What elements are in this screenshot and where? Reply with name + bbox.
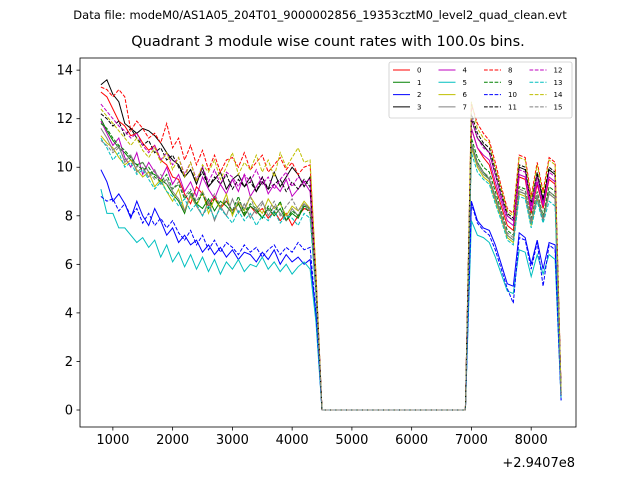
x-tick-label: 3000 — [216, 433, 249, 448]
legend-label-10: 10 — [508, 91, 517, 99]
x-tick-label: 6000 — [395, 433, 428, 448]
series-line-10 — [100, 196, 562, 411]
series-line-5 — [100, 188, 562, 411]
legend-label-3: 3 — [417, 103, 421, 111]
y-tick-label: 0 — [65, 404, 73, 419]
legend-label-15: 15 — [554, 103, 563, 111]
series-line-11 — [100, 113, 562, 411]
series-line-9 — [100, 123, 562, 411]
series-line-15 — [100, 140, 562, 411]
y-tick-label: 2 — [65, 355, 73, 370]
x-axis-ticks: 1000 2000 3000 4000 5000 6000 7000 8000 — [96, 427, 548, 448]
x-tick-label: 5000 — [335, 433, 368, 448]
legend-label-2: 2 — [417, 91, 421, 99]
figure-suptitle: Data file: modeM0/AS1A05_204T01_90000028… — [73, 8, 567, 22]
axes-frame — [79, 57, 577, 428]
axes-border — [79, 57, 577, 428]
y-tick-label: 10 — [56, 161, 73, 176]
x-tick-label: 2000 — [156, 433, 189, 448]
y-tick-label: 8 — [65, 209, 73, 224]
series-line-0 — [100, 91, 562, 411]
x-tick-label: 7000 — [455, 433, 488, 448]
legend-label-12: 12 — [554, 67, 563, 75]
legend-label-11: 11 — [508, 103, 517, 111]
legend-label-8: 8 — [508, 67, 512, 75]
x-axis-offset-label: +2.9407e8 — [502, 456, 575, 471]
legend-label-1: 1 — [417, 79, 421, 87]
legend-label-9: 9 — [508, 79, 512, 87]
y-tick-label: 12 — [56, 112, 73, 127]
y-tick-label: 4 — [65, 306, 73, 321]
series-line-13 — [100, 137, 562, 411]
series-line-3 — [100, 78, 562, 411]
x-tick-label: 8000 — [515, 433, 548, 448]
chart-title: Quadrant 3 module wise count rates with … — [131, 34, 525, 50]
legend-label-4: 4 — [463, 67, 468, 75]
series-line-2 — [100, 169, 562, 411]
legend-label-6: 6 — [463, 91, 468, 99]
x-tick-label: 4000 — [276, 433, 309, 448]
y-tick-label: 14 — [56, 64, 73, 79]
series-line-12 — [100, 103, 562, 411]
x-tick-label: 1000 — [96, 433, 129, 448]
legend-label-0: 0 — [417, 67, 421, 75]
legend-label-13: 13 — [554, 79, 563, 87]
plot-lines — [100, 78, 562, 411]
legend-label-7: 7 — [463, 103, 467, 111]
series-line-14 — [100, 101, 562, 411]
y-axis-ticks: 0 2 4 6 8 10 12 14 — [56, 64, 80, 419]
y-tick-label: 6 — [65, 258, 73, 273]
legend-label-14: 14 — [554, 91, 563, 99]
legend-box — [388, 61, 573, 119]
legend-label-5: 5 — [463, 79, 467, 87]
